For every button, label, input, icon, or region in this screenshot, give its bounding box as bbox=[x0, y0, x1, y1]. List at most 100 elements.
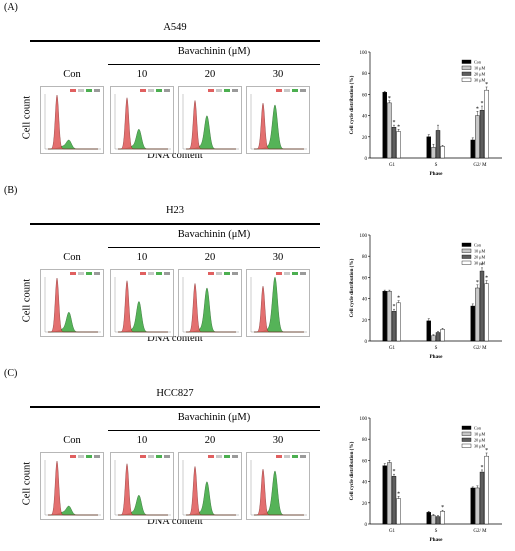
bar bbox=[391, 127, 397, 159]
legend-label: 10 μM bbox=[474, 431, 485, 436]
y-tick-label: 100 bbox=[360, 51, 368, 56]
condition-label: Con bbox=[63, 69, 81, 80]
g1-peak bbox=[117, 97, 168, 150]
condition-label: 20 bbox=[204, 435, 216, 446]
bar bbox=[426, 136, 432, 159]
legend-label: 10 μM bbox=[474, 248, 485, 253]
condition-label: 10 bbox=[136, 252, 148, 263]
y-tick-label: 0 bbox=[365, 523, 368, 528]
g1-peak bbox=[47, 94, 98, 150]
bar bbox=[470, 139, 476, 159]
figure-panel: (A) A549 Bavachinin (μM) Con 10 20 30 Cell coun… bbox=[0, 2, 515, 185]
y-tick-label: 40 bbox=[362, 298, 368, 303]
y-tick-label: 40 bbox=[362, 481, 368, 486]
treatment-bracket bbox=[108, 64, 320, 66]
histogram-legend-box bbox=[232, 89, 238, 92]
x-axis-label: Phase bbox=[430, 171, 444, 177]
bar bbox=[382, 290, 387, 342]
bar bbox=[435, 332, 441, 342]
legend-swatch bbox=[461, 242, 472, 247]
condition-label: 30 bbox=[272, 252, 284, 263]
bar bbox=[387, 462, 392, 525]
histogram-legend-box bbox=[276, 272, 282, 275]
bar bbox=[396, 498, 401, 525]
condition-label: Con bbox=[63, 435, 81, 446]
bar bbox=[426, 320, 432, 342]
x-tick-label: S bbox=[435, 163, 438, 168]
figure-panel: (B) H23 Bavachinin (μM) Con 10 20 30 Cell count… bbox=[0, 185, 515, 368]
bar bbox=[479, 270, 485, 342]
x-tick-label: G1 bbox=[389, 529, 396, 534]
bar bbox=[382, 92, 387, 159]
g1-peak bbox=[47, 277, 98, 333]
histogram-legend-box bbox=[94, 89, 100, 92]
condition-label: 10 bbox=[136, 435, 148, 446]
histogram-legend-box bbox=[208, 89, 214, 92]
legend-label: Con bbox=[474, 425, 482, 430]
y-tick-label: 0 bbox=[365, 157, 368, 162]
condition-label: 10 bbox=[136, 69, 148, 80]
histogram-legend-box bbox=[70, 455, 76, 458]
bar bbox=[470, 487, 476, 525]
g1-peak bbox=[47, 460, 98, 516]
flow-histogram bbox=[246, 269, 310, 337]
histogram-legend-box bbox=[224, 272, 230, 275]
x-tick-label: S bbox=[435, 346, 438, 351]
histogram-legend-box bbox=[70, 89, 76, 92]
histogram-legend-box bbox=[208, 455, 214, 458]
y-tick-label: 20 bbox=[362, 502, 368, 507]
histogram-legend-box bbox=[156, 455, 162, 458]
bar bbox=[387, 290, 392, 342]
bar bbox=[431, 515, 436, 525]
histogram-legend-box bbox=[224, 89, 230, 92]
histogram-frame bbox=[40, 86, 104, 154]
histogram-legend-box bbox=[300, 272, 306, 275]
histogram-legend-box bbox=[156, 272, 162, 275]
histogram-legend-box bbox=[140, 455, 146, 458]
legend-label: 30 μM bbox=[474, 260, 485, 265]
legend-swatch bbox=[461, 431, 472, 436]
bar bbox=[391, 476, 397, 525]
significance-marker: * bbox=[481, 263, 484, 269]
flow-x-axis-label: DNA content bbox=[147, 150, 203, 161]
significance-marker: * bbox=[485, 82, 488, 88]
x-axis-label: Phase bbox=[430, 354, 444, 360]
flow-histogram bbox=[246, 452, 310, 520]
legend-swatch bbox=[461, 77, 472, 82]
bar bbox=[479, 110, 485, 159]
significance-marker: * bbox=[441, 505, 444, 511]
g1-peak bbox=[253, 468, 304, 516]
legend-label: Con bbox=[474, 59, 482, 64]
histogram-legend-box bbox=[86, 89, 92, 92]
histogram-legend-box bbox=[140, 89, 146, 92]
legend-swatch bbox=[461, 425, 472, 430]
flow-histogram bbox=[110, 86, 174, 154]
condition-label: 20 bbox=[204, 69, 216, 80]
legend-label: 30 μM bbox=[474, 443, 485, 448]
g1-peak bbox=[185, 100, 236, 150]
treatment-label: Bavachinin (μM) bbox=[177, 229, 251, 240]
bar bbox=[440, 329, 445, 342]
histogram-legend-box bbox=[164, 272, 170, 275]
x-tick-label: G2/ M bbox=[473, 163, 487, 168]
legend-label: 30 μM bbox=[474, 77, 485, 82]
g1-peak bbox=[185, 466, 236, 516]
flow-x-axis-label: DNA content bbox=[147, 333, 203, 344]
significance-marker: * bbox=[481, 465, 484, 471]
histogram-legend-box bbox=[208, 272, 214, 275]
legend-swatch bbox=[461, 71, 472, 76]
bar bbox=[479, 471, 485, 525]
bar bbox=[475, 115, 480, 159]
x-tick-label: G1 bbox=[389, 163, 396, 168]
legend-label: 20 μM bbox=[474, 254, 485, 259]
bar bbox=[475, 287, 480, 342]
figure-panel: (C) HCC827 Bavachinin (μM) Con 10 20 30 Cell co… bbox=[0, 368, 515, 551]
histogram-legend-box bbox=[86, 272, 92, 275]
g1-peak bbox=[117, 280, 168, 333]
bar bbox=[484, 455, 489, 525]
legend-label: 20 μM bbox=[474, 437, 485, 442]
legend-swatch bbox=[461, 65, 472, 70]
bar bbox=[431, 335, 436, 342]
histogram-legend-box bbox=[216, 89, 222, 92]
histogram-legend-box bbox=[232, 272, 238, 275]
